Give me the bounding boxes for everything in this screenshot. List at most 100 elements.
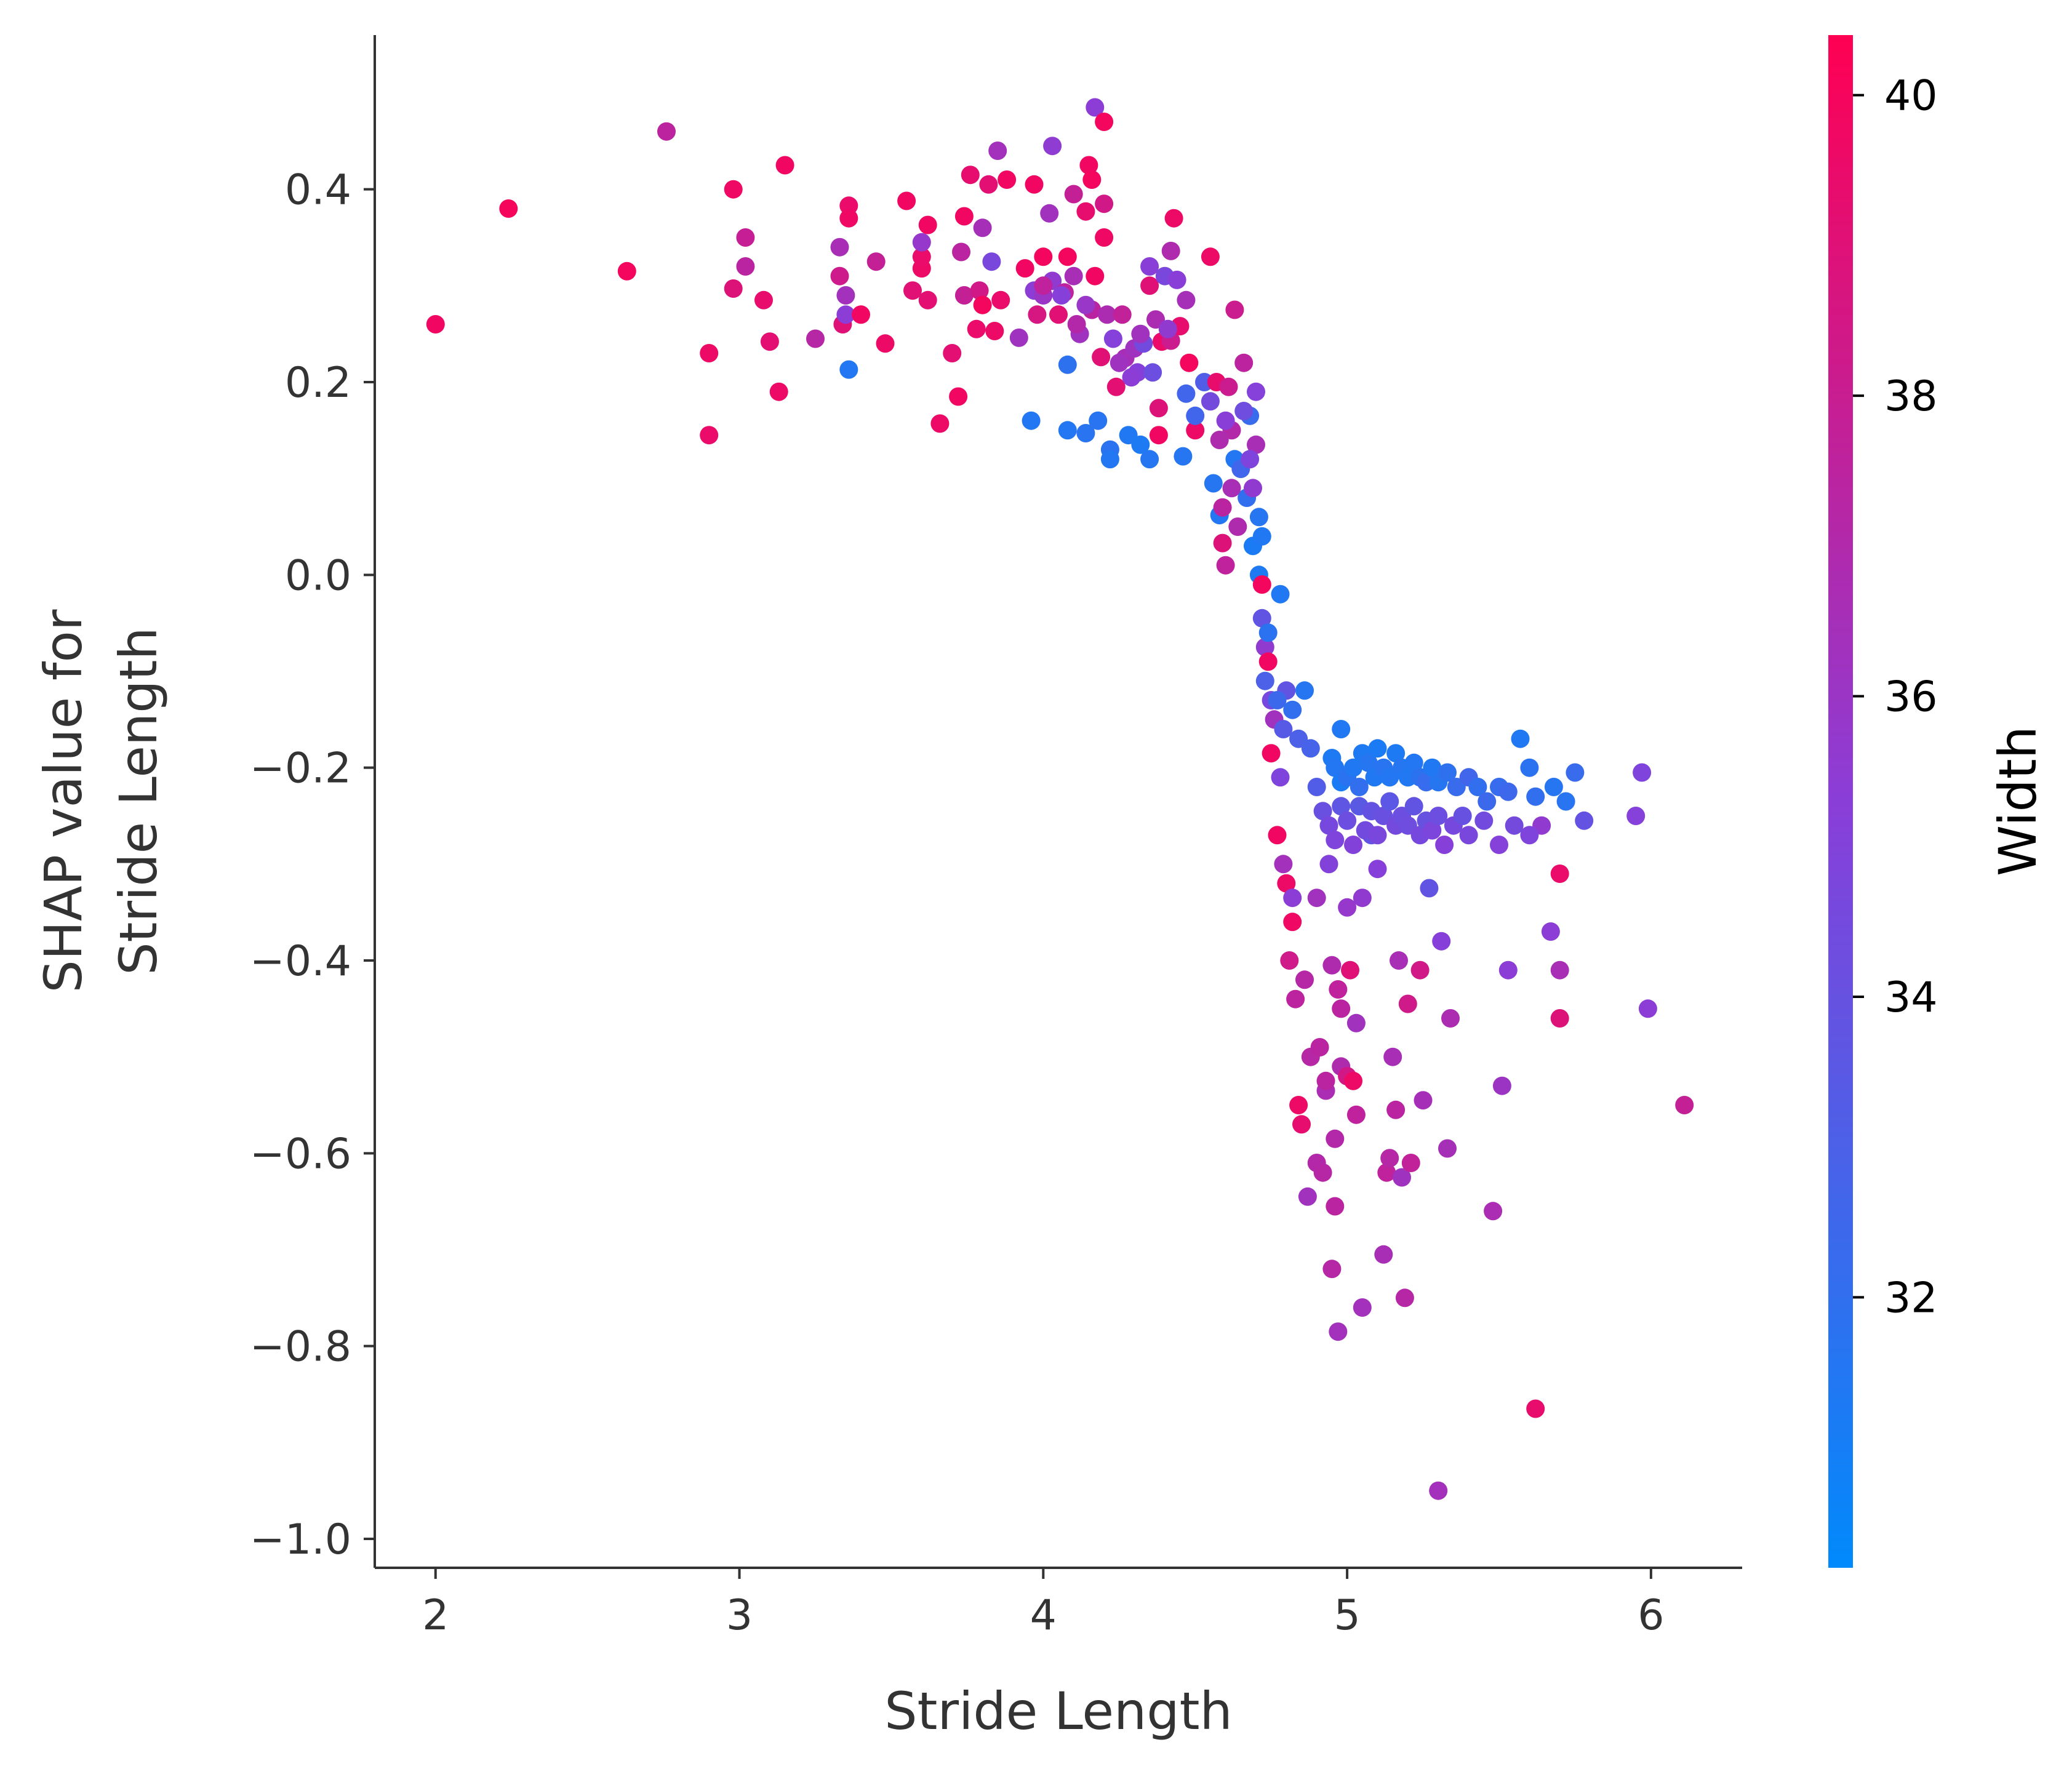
data-point xyxy=(1247,382,1265,401)
data-point xyxy=(1492,1076,1511,1095)
data-point xyxy=(830,266,849,286)
data-point xyxy=(1095,194,1114,214)
data-point xyxy=(1441,1009,1460,1028)
data-point xyxy=(973,218,992,238)
x-axis-label: Stride Length xyxy=(884,1681,1233,1741)
data-point xyxy=(1095,113,1114,131)
data-point xyxy=(1210,431,1229,449)
data-point xyxy=(1338,811,1357,830)
data-point xyxy=(1049,305,1068,324)
data-point xyxy=(1110,353,1129,372)
data-point xyxy=(1307,778,1326,796)
data-point xyxy=(1432,932,1451,951)
data-point xyxy=(1180,353,1199,372)
x-tick-label: 5 xyxy=(1334,1591,1360,1640)
data-point xyxy=(1143,363,1162,382)
data-point xyxy=(1201,247,1220,266)
data-point xyxy=(1316,1071,1335,1090)
data-point xyxy=(1274,855,1293,874)
data-point xyxy=(1149,399,1168,418)
data-point xyxy=(1286,989,1305,1008)
data-point xyxy=(1550,1009,1569,1028)
data-point xyxy=(1322,1260,1342,1279)
data-point xyxy=(1498,782,1518,801)
y-axis-label-line1: SHAP value for xyxy=(33,609,94,992)
data-point xyxy=(1346,1105,1366,1124)
y-tick-label: −1.0 xyxy=(250,1515,351,1564)
data-point xyxy=(1040,204,1059,223)
data-point xyxy=(1307,888,1326,908)
data-point xyxy=(1252,527,1271,546)
data-point xyxy=(1082,170,1102,189)
data-point xyxy=(1009,328,1028,347)
data-point xyxy=(952,242,970,262)
data-point xyxy=(1505,816,1524,835)
data-point xyxy=(1319,816,1338,835)
data-point xyxy=(1204,474,1223,493)
data-point xyxy=(1410,960,1430,980)
data-point xyxy=(1064,266,1083,286)
data-point xyxy=(1310,1038,1329,1056)
data-point xyxy=(1490,836,1508,854)
data-point xyxy=(1313,1163,1332,1182)
x-tick-label: 3 xyxy=(726,1591,753,1640)
data-point xyxy=(1368,860,1387,879)
data-point xyxy=(1511,729,1530,748)
data-point xyxy=(1213,533,1232,553)
data-point xyxy=(1526,1399,1545,1418)
data-point xyxy=(1626,807,1646,825)
colorbar-tick-label: 34 xyxy=(1884,973,1938,1022)
data-point xyxy=(949,387,968,406)
data-point xyxy=(1326,1197,1345,1216)
data-point xyxy=(1177,384,1196,403)
data-point xyxy=(1332,797,1351,816)
data-point xyxy=(1025,175,1044,194)
data-point xyxy=(954,286,974,305)
data-point xyxy=(1404,797,1423,816)
data-point xyxy=(1353,1298,1372,1317)
data-point xyxy=(1344,836,1362,854)
data-point xyxy=(1295,681,1314,700)
data-point xyxy=(1346,1013,1366,1032)
data-point xyxy=(1058,247,1077,266)
data-point xyxy=(918,290,937,309)
data-point xyxy=(1344,758,1362,777)
data-point xyxy=(1098,305,1116,324)
data-point xyxy=(912,233,931,252)
data-point xyxy=(1638,999,1657,1018)
data-point xyxy=(1244,479,1262,498)
data-point xyxy=(1022,411,1041,430)
data-point xyxy=(1158,319,1177,338)
data-point xyxy=(1633,763,1652,782)
y-tick-label: 0.2 xyxy=(285,359,351,407)
data-point xyxy=(1329,1322,1348,1341)
data-point xyxy=(1140,450,1159,469)
data-point xyxy=(1313,802,1332,821)
data-point xyxy=(700,344,719,362)
data-point xyxy=(1520,826,1539,845)
data-point xyxy=(1541,922,1560,941)
data-point xyxy=(1225,300,1244,319)
data-point xyxy=(617,262,636,281)
data-point xyxy=(1332,720,1351,738)
data-point xyxy=(1186,406,1205,425)
data-point xyxy=(1453,807,1472,825)
data-point xyxy=(1280,951,1299,970)
data-point xyxy=(1390,951,1408,970)
data-point xyxy=(1216,411,1235,430)
data-point xyxy=(1268,826,1287,845)
colorbar-tick-label: 38 xyxy=(1884,372,1938,421)
data-point xyxy=(1283,888,1302,908)
data-point xyxy=(1034,276,1053,295)
data-point xyxy=(1401,1154,1420,1172)
colorbar-tick-label: 40 xyxy=(1884,72,1938,121)
data-point xyxy=(736,228,755,247)
data-point xyxy=(1283,912,1302,932)
x-tick-label: 2 xyxy=(422,1591,449,1640)
data-point xyxy=(1113,305,1132,324)
data-point xyxy=(1380,1149,1399,1168)
data-point xyxy=(1298,1187,1317,1206)
data-point xyxy=(1374,1245,1393,1264)
